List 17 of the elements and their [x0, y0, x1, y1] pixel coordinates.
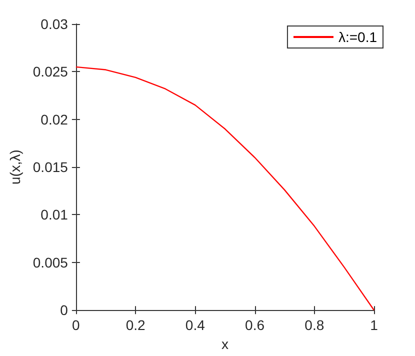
legend-label: λ:=0.1 [338, 29, 378, 45]
x-tick-label: 0.8 [304, 317, 324, 334]
x-tick-label: 0.6 [245, 317, 265, 334]
y-tick-label: 0.005 [32, 254, 68, 270]
y-tick-label: 0 [60, 302, 68, 318]
y-tick-label: 0.03 [40, 16, 68, 32]
x-tick-label: 0.4 [185, 317, 206, 334]
x-tick-label: 0 [72, 317, 80, 334]
y-tick-label: 0.015 [32, 159, 68, 176]
y-axis-title: u(x,λ) [7, 150, 23, 185]
x-tick-label: 0.2 [126, 317, 146, 334]
y-tick-label: 0.01 [40, 206, 68, 223]
line-series [75, 66, 375, 311]
y-tick-label: 0.025 [32, 64, 68, 80]
y-tick-label: 0.02 [40, 111, 68, 128]
x-tick-label: 1 [370, 317, 378, 334]
x-axis-title: x [221, 336, 228, 352]
